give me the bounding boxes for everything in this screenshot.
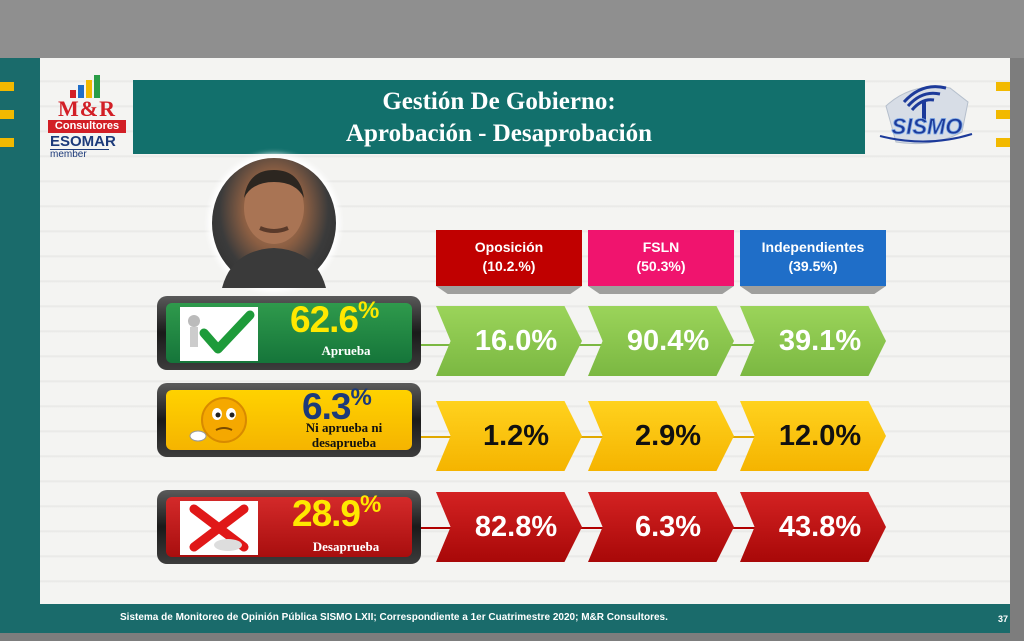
title-line-2: Aprobación - Desaprobación [345,120,653,147]
footer-bar: Sistema de Monitoreo de Opinión Pública … [0,604,1010,633]
decor-dash [996,110,1010,119]
decor-dash [0,110,14,119]
stat-total-value: 6.3% [302,384,372,427]
person-icon [222,170,326,288]
slide: M&R Consultores ESOMAR member Gestión De… [0,58,1010,633]
value-neutral-fsln: 2.9% [588,401,734,471]
footer-source: Sistema de Monitoreo de Opinión Pública … [120,612,668,623]
stat-neutral: 6.3% Ni aprueba ni desaprueba [157,383,421,457]
title-line-1: Gestión De Gobierno: [382,88,616,115]
stat-total-value: 28.9% [292,491,381,534]
stat-desaprueba: 28.9% Desaprueba [157,490,421,564]
decor-dash [996,138,1010,147]
decor-dash [0,138,14,147]
sismo-text: SISMO [892,114,963,139]
portrait-photo [212,158,336,288]
member-label: member [50,149,109,160]
value-aprueba-oposicion: 16.0% [436,306,582,376]
window-right-edge [1010,58,1024,641]
column-header-independientes: Independientes (39.5%) [740,230,886,286]
window-bottom-edge [0,633,1024,641]
value-aprueba-independientes: 39.1% [740,306,886,376]
value-neutral-independientes: 12.0% [740,401,886,471]
stat-label: Ni aprueba ni desaprueba [305,420,383,450]
left-teal-band [0,58,40,606]
stat-label: Desaprueba [312,539,380,554]
mr-consultores-logo: M&R Consultores ESOMAR member [46,74,128,160]
logo-bars-icon [68,74,108,98]
checkmark-icon [180,307,258,361]
column-header-fsln: FSLN (50.3%) [588,230,734,286]
esomar-label: ESOMAR [50,133,116,150]
stat-label: Aprueba [321,343,371,358]
page-number: 37 [997,614,1008,624]
column-share: (10.2.%) [482,258,536,274]
column-name: FSLN [642,239,680,255]
value-desaprueba-fsln: 6.3% [588,492,734,562]
stat-aprueba: 62.6% Aprueba [157,296,421,370]
value-desaprueba-independientes: 43.8% [740,492,886,562]
sismo-logo: SISMO [879,85,973,145]
logo-brand: M&R [58,96,116,121]
value-neutral-oposicion: 1.2% [436,401,582,471]
value-desaprueba-oposicion: 82.8% [436,492,582,562]
thinking-face-icon [180,394,258,448]
logo-subtitle: Consultores [48,120,126,133]
stat-total-value: 62.6% [290,297,379,340]
value-aprueba-fsln: 90.4% [588,306,734,376]
slide-title: Gestión De Gobierno: Aprobación - Desapr… [133,80,865,154]
cross-icon [180,501,258,555]
column-name: Independientes [761,239,865,255]
window-top-bar [0,0,1024,58]
decor-dash [0,82,14,91]
column-header-oposicion: Oposición (10.2.%) [436,230,582,286]
column-share: (50.3%) [636,258,686,274]
column-name: Oposición [474,239,544,255]
column-share: (39.5%) [788,258,838,274]
decor-dash [996,82,1010,91]
